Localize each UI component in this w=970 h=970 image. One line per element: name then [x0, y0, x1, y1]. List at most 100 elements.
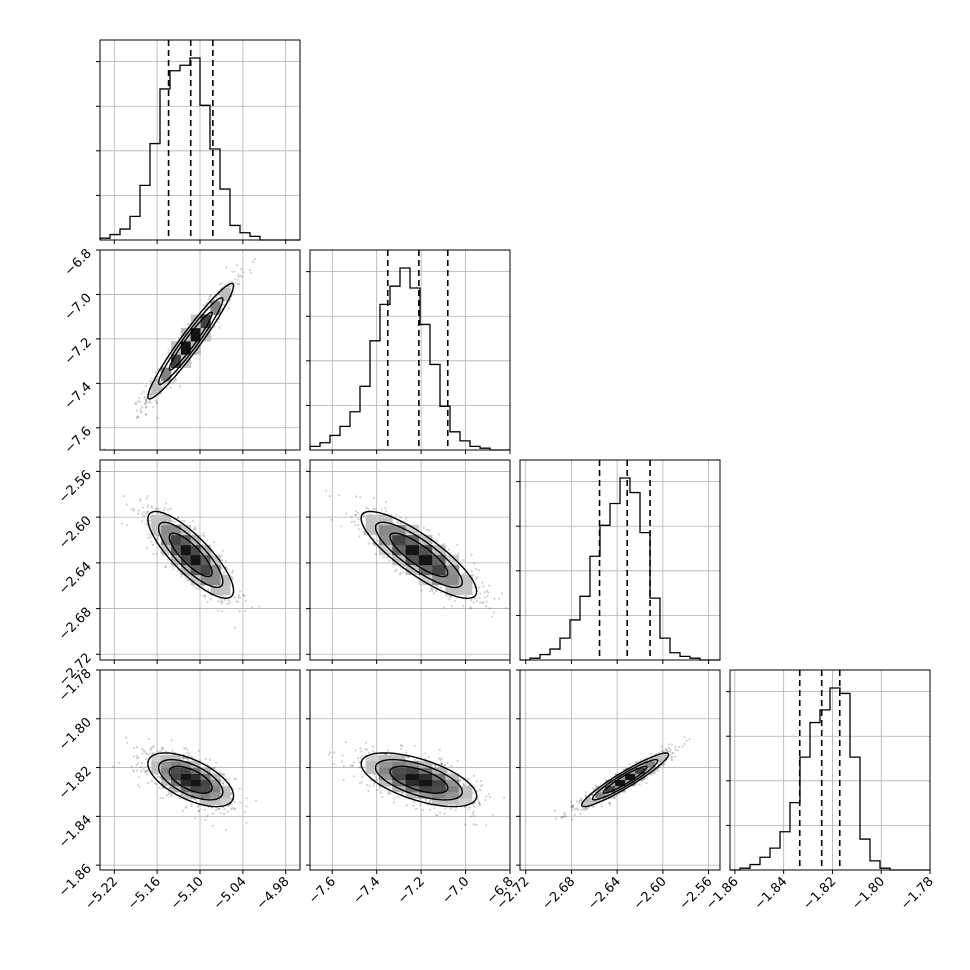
- scatter-point: [164, 565, 167, 569]
- scatter-point: [340, 525, 343, 528]
- x-tick-label: −7.0: [439, 874, 472, 907]
- scatter-point: [475, 599, 479, 603]
- scatter-point: [146, 506, 149, 509]
- scatter-point: [591, 793, 594, 797]
- scatter-point: [401, 744, 404, 748]
- scatter-point: [430, 587, 433, 590]
- scatter-point: [669, 755, 672, 758]
- scatter-point: [199, 759, 202, 762]
- y-tick-label: −7.0: [62, 291, 95, 324]
- scatter-point: [641, 779, 644, 783]
- scatter-point: [213, 766, 216, 769]
- scatter-point: [445, 771, 448, 774]
- scatter-point: [462, 572, 465, 575]
- scatter-point: [363, 532, 366, 536]
- scatter-point: [405, 804, 408, 807]
- scatter-point: [342, 764, 345, 768]
- scatter-point: [136, 757, 139, 760]
- scatter-point: [225, 565, 228, 569]
- scatter-point: [472, 814, 475, 818]
- scatter-point: [670, 757, 673, 760]
- scatter-point: [138, 785, 141, 789]
- scatter-point: [609, 803, 612, 806]
- scatter-point: [206, 600, 209, 604]
- scatter-point: [358, 766, 361, 769]
- scatter-point: [225, 777, 228, 780]
- scatter-point: [363, 530, 366, 533]
- scatter-point: [152, 543, 155, 546]
- density-square: [210, 785, 221, 793]
- scatter-point: [155, 401, 159, 404]
- density-square: [365, 514, 380, 526]
- scatter-point: [178, 385, 181, 388]
- scatter-point: [132, 755, 135, 758]
- scatter-point: [674, 748, 677, 751]
- scatter-point: [635, 782, 638, 785]
- scatter-point: [150, 779, 153, 782]
- y-tick-label: −2.56: [56, 468, 95, 507]
- scatter-point: [147, 533, 150, 536]
- scatter-point: [188, 574, 191, 577]
- scatter-point: [186, 757, 189, 760]
- scatter-point: [243, 609, 247, 613]
- scatter-point: [156, 537, 159, 540]
- scatter-point: [454, 808, 457, 811]
- scatter-point: [218, 283, 222, 286]
- scatter-point: [162, 796, 165, 800]
- scatter-point: [217, 807, 221, 810]
- scatter-point: [222, 812, 226, 815]
- scatter-point: [118, 761, 121, 765]
- scatter-point: [145, 523, 149, 526]
- scatter-point: [491, 615, 494, 618]
- scatter-point: [578, 799, 581, 803]
- scatter-point: [447, 548, 450, 551]
- scatter-point: [365, 741, 368, 744]
- scatter-point: [184, 576, 188, 579]
- density-square: [615, 773, 626, 781]
- scatter-point: [487, 591, 490, 594]
- density-square: [458, 584, 473, 596]
- scatter-point: [388, 792, 391, 795]
- density-square: [220, 798, 231, 805]
- scatter-point: [571, 805, 575, 808]
- density-square: [645, 767, 656, 774]
- scatter-point: [226, 567, 229, 571]
- panel-0-3: [99, 669, 301, 871]
- scatter-point: [135, 409, 138, 412]
- scatter-point: [412, 804, 415, 807]
- scatter-point: [433, 807, 436, 810]
- scatter-point: [226, 602, 230, 606]
- scatter-point: [472, 823, 476, 826]
- scatter-point: [144, 413, 148, 416]
- scatter-point: [185, 805, 188, 808]
- scatter-point: [362, 514, 366, 518]
- scatter-point: [212, 541, 216, 544]
- scatter-point: [656, 769, 659, 772]
- density-square: [171, 767, 182, 774]
- density-square: [392, 554, 406, 566]
- scatter-point: [214, 809, 218, 812]
- density-square: [365, 761, 380, 768]
- scatter-point: [381, 795, 384, 798]
- density-square: [605, 785, 616, 793]
- scatter-point: [378, 786, 381, 789]
- scatter-point: [569, 800, 573, 804]
- scatter-point: [154, 371, 157, 374]
- scatter-point: [144, 401, 147, 404]
- scatter-point: [477, 798, 480, 801]
- scatter-point: [195, 587, 198, 590]
- density-square: [605, 792, 616, 799]
- scatter-point: [135, 402, 138, 405]
- scatter-point: [646, 776, 649, 779]
- scatter-point: [243, 594, 246, 598]
- density-square: [151, 761, 162, 768]
- density-square: [190, 314, 201, 329]
- panel-0-0: [96, 39, 301, 241]
- scatter-point: [236, 600, 240, 603]
- scatter-point: [163, 509, 166, 512]
- y-tick-label: −2.64: [56, 559, 95, 598]
- scatter-point: [170, 793, 173, 796]
- scatter-point: [440, 762, 443, 765]
- scatter-point: [395, 568, 398, 571]
- histogram-step: [730, 687, 930, 871]
